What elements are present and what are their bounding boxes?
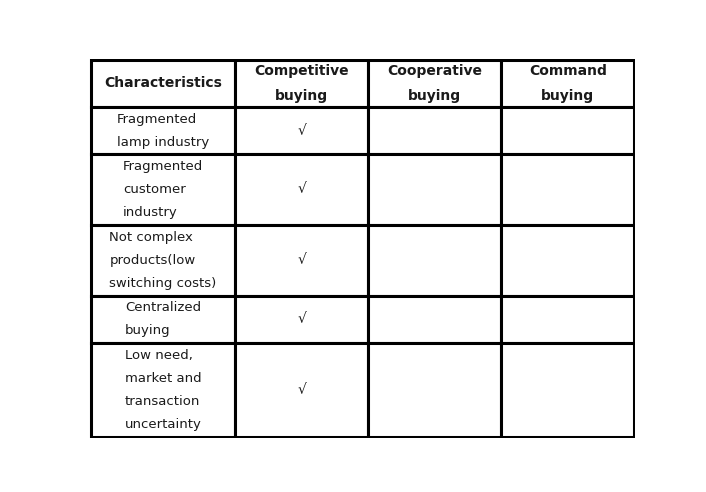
Bar <box>235 225 368 296</box>
Text: Low need,
market and
transaction
uncertainty: Low need, market and transaction uncerta… <box>124 349 201 431</box>
Text: Characteristics: Characteristics <box>104 76 222 91</box>
Text: Cooperative
buying: Cooperative buying <box>387 64 482 103</box>
Bar <box>368 343 501 437</box>
Bar <box>368 296 501 343</box>
Text: Not complex
products(low
switching costs): Not complex products(low switching costs… <box>109 231 217 290</box>
Text: √: √ <box>297 383 306 397</box>
Text: Command
buying: Command buying <box>529 64 606 103</box>
Bar <box>368 225 501 296</box>
Text: Competitive
buying: Competitive buying <box>254 64 349 103</box>
Bar <box>368 154 501 225</box>
Bar <box>501 60 634 107</box>
Bar <box>235 60 368 107</box>
Bar <box>368 107 501 154</box>
Text: √: √ <box>297 312 306 326</box>
Bar <box>501 154 634 225</box>
Bar <box>91 60 235 107</box>
Bar <box>235 107 368 154</box>
Text: √: √ <box>297 253 306 267</box>
Bar <box>91 343 235 437</box>
Bar <box>368 60 501 107</box>
Bar <box>235 296 368 343</box>
Bar <box>501 343 634 437</box>
Text: Centralized
buying: Centralized buying <box>125 301 201 337</box>
Text: Fragmented
lamp industry: Fragmented lamp industry <box>117 113 209 149</box>
Bar <box>501 296 634 343</box>
Bar <box>501 107 634 154</box>
Bar <box>91 154 235 225</box>
Bar <box>91 296 235 343</box>
Text: √: √ <box>297 123 306 138</box>
Bar <box>91 225 235 296</box>
Bar <box>91 107 235 154</box>
Text: √: √ <box>297 183 306 196</box>
Bar <box>501 225 634 296</box>
Text: Fragmented
customer
industry: Fragmented customer industry <box>123 160 203 219</box>
Bar <box>235 343 368 437</box>
Bar <box>235 154 368 225</box>
